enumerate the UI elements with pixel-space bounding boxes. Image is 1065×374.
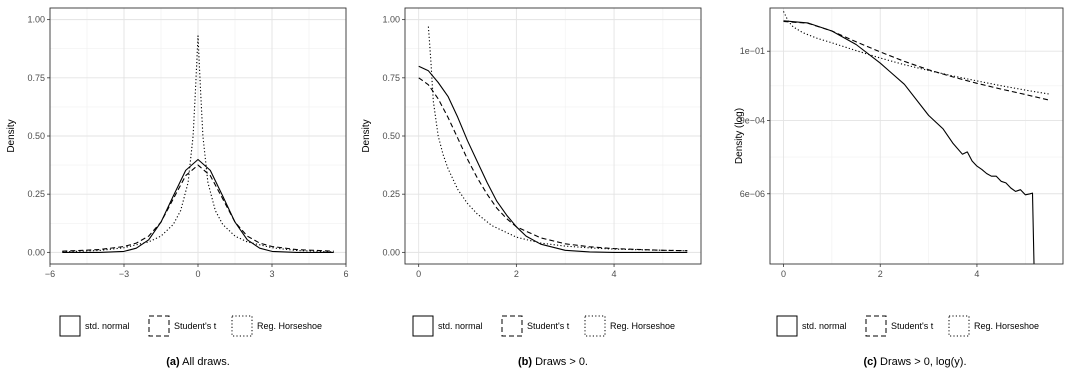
panel-caption: (a) All draws. — [166, 356, 230, 368]
chart-panel-3: 0 2 4 1e−01 9e−04 6e−06 Density (log) std. norm… — [734, 7, 1064, 368]
series-line-2 — [783, 20, 1050, 101]
y-axis-title: Density — [6, 119, 17, 152]
caption-text: Draws > 0, log(y). — [880, 356, 967, 368]
x-tick-label: 0 — [781, 269, 786, 279]
y-tick-label: 0.50 — [27, 131, 45, 141]
legend-label-1: std. normal — [85, 321, 130, 331]
legend: std. normal Student's t Reg. Horseshoe — [776, 315, 1039, 337]
legend-key-1 — [776, 315, 798, 337]
y-tick-label: 0.00 — [27, 247, 45, 257]
legend-key-2 — [501, 315, 523, 337]
x-tick-label: 0 — [416, 269, 421, 279]
legend-key-3 — [584, 315, 606, 337]
x-tick-label: 4 — [974, 269, 979, 279]
panel-caption: (b) Draws > 0. — [518, 356, 588, 368]
chart-panel-2: 0 2 4 0.00 0.25 0.50 0.75 1.00 Density std. norma… — [361, 7, 702, 368]
y-tick-label: 6e−06 — [740, 189, 765, 199]
legend-label-1: std. normal — [802, 321, 847, 331]
y-tick-label: 1.00 — [27, 15, 45, 25]
legend-key-1 — [59, 315, 81, 337]
x-tick-label: −3 — [119, 269, 129, 279]
chart-panel-1: −6 −3 0 3 6 0.00 0.25 0.50 0.75 1.00 Density std. n… — [6, 7, 349, 368]
series-line-3 — [427, 26, 688, 252]
legend-label-3: Reg. Horseshoe — [974, 321, 1039, 331]
legend-key-2 — [148, 315, 170, 337]
y-tick-label: 9e−04 — [740, 115, 765, 125]
y-tick-label: 1e−01 — [740, 46, 765, 56]
caption-text: All draws. — [182, 356, 230, 368]
y-tick-label: 0.25 — [382, 189, 400, 199]
legend: std. normal Student's t Reg. Horseshoe — [412, 315, 675, 337]
legend-label-3: Reg. Horseshoe — [610, 321, 675, 331]
series-line-3 — [62, 35, 334, 253]
series-line-2 — [62, 164, 334, 252]
x-tick-label: 2 — [878, 269, 883, 279]
caption-label: (a) — [166, 356, 180, 368]
legend: std. normal Student's t Reg. Horseshoe — [59, 315, 322, 337]
legend-label-2: Student's t — [891, 321, 934, 331]
y-tick-label: 0.75 — [382, 73, 400, 83]
legend-label-1: std. normal — [438, 321, 483, 331]
y-tick-label: 0.50 — [382, 131, 400, 141]
series-line-1 — [783, 20, 1035, 264]
legend-key-3 — [231, 315, 253, 337]
y-tick-label: 1.00 — [382, 15, 400, 25]
series-line-1 — [418, 65, 688, 253]
x-tick-label: −6 — [45, 269, 55, 279]
legend-label-2: Student's t — [527, 321, 570, 331]
x-tick-label: 0 — [195, 269, 200, 279]
x-tick-label: 3 — [269, 269, 274, 279]
x-tick-label: 2 — [514, 269, 519, 279]
series-line-1 — [62, 158, 334, 253]
x-tick-label: 4 — [612, 269, 617, 279]
legend-label-2: Student's t — [174, 321, 217, 331]
caption-label: (c) — [863, 356, 877, 368]
y-tick-label: 0.00 — [382, 247, 400, 257]
y-tick-label: 0.75 — [27, 73, 45, 83]
y-tick-label: 0.25 — [27, 189, 45, 199]
caption-label: (b) — [518, 356, 532, 368]
panel-caption: (c) Draws > 0, log(y). — [863, 356, 966, 368]
plot-area — [770, 8, 1063, 264]
y-axis-title: Density — [361, 119, 372, 152]
legend-key-3 — [948, 315, 970, 337]
x-tick-label: 6 — [343, 269, 348, 279]
caption-text: Draws > 0. — [535, 356, 588, 368]
y-axis-title: Density (log) — [734, 108, 745, 164]
series-line-2 — [418, 77, 688, 252]
plot-border — [769, 7, 1064, 265]
legend-key-1 — [412, 315, 434, 337]
legend-label-3: Reg. Horseshoe — [257, 321, 322, 331]
legend-key-2 — [865, 315, 887, 337]
